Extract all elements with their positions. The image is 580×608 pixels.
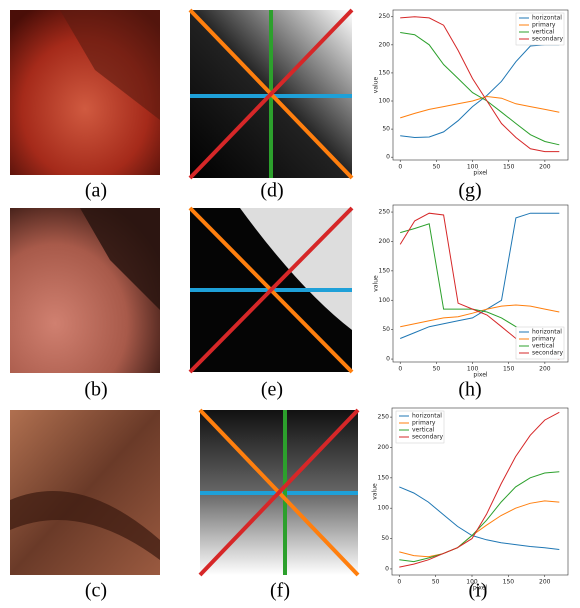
x-tick-label: 150	[503, 366, 515, 373]
panel-label: (c)	[85, 580, 107, 602]
panel-label: (a)	[85, 180, 107, 202]
legend-label: horizontal	[532, 329, 562, 336]
series-line	[399, 472, 559, 562]
series-line	[400, 33, 559, 145]
panel-label: (d)	[260, 180, 283, 202]
series-line	[399, 487, 559, 550]
x-tick-label: 50	[433, 366, 441, 373]
y-tick-label: 50	[382, 326, 390, 333]
x-tick-label: 150	[503, 164, 515, 171]
x-tick-label: 200	[539, 164, 551, 171]
panel-label: (f)	[270, 580, 290, 602]
y-tick-label: 150	[378, 474, 390, 481]
y-tick-label: 0	[386, 356, 390, 363]
series-line	[399, 501, 559, 557]
y-tick-label: 100	[378, 505, 390, 512]
legend-label: secondary	[532, 350, 564, 357]
diagram-e	[190, 208, 352, 372]
y-tick-label: 250	[379, 13, 391, 20]
y-tick-label: 100	[379, 297, 391, 304]
diagram-d	[190, 10, 352, 178]
legend-label: primary	[532, 336, 556, 343]
x-tick-label: 50	[432, 579, 440, 586]
x-tick-label: 0	[398, 366, 402, 373]
y-tick-label: 250	[379, 209, 391, 216]
y-tick-label: 200	[379, 238, 391, 245]
y-axis-label: value	[373, 76, 380, 93]
x-axis-label: pixel	[473, 372, 488, 379]
legend-label: vertical	[532, 29, 555, 36]
figure: (a) (d) (g) (b) (e) (h) (c) (f) (i) 0501…	[0, 0, 580, 608]
y-tick-label: 200	[379, 41, 391, 48]
y-tick-label: 50	[382, 126, 390, 133]
legend-label: horizontal	[532, 15, 562, 22]
panel-label: (b)	[84, 379, 107, 401]
x-tick-label: 0	[397, 579, 401, 586]
panel-label: (g)	[458, 180, 481, 202]
diagram-f	[200, 410, 358, 575]
x-axis-label: pixel	[473, 585, 488, 592]
y-tick-label: 100	[379, 98, 391, 105]
x-tick-label: 200	[539, 579, 551, 586]
legend-label: secondary	[532, 36, 564, 43]
y-tick-label: 250	[378, 414, 390, 421]
x-tick-label: 0	[398, 164, 402, 171]
x-tick-label: 50	[433, 164, 441, 171]
panel-label: (h)	[458, 379, 481, 401]
legend-label: vertical	[532, 343, 555, 350]
y-tick-label: 150	[379, 267, 391, 274]
y-axis-label: value	[372, 483, 379, 500]
photo	[10, 410, 160, 575]
y-tick-label: 0	[385, 565, 389, 572]
series-line	[400, 305, 559, 327]
y-tick-label: 150	[379, 69, 391, 76]
y-tick-label: 50	[381, 535, 389, 542]
y-axis-label: value	[373, 275, 380, 292]
legend-label: horizontal	[412, 413, 442, 420]
legend-label: vertical	[412, 427, 435, 434]
y-tick-label: 200	[378, 444, 390, 451]
legend-label: secondary	[412, 434, 444, 441]
legend-label: primary	[532, 22, 556, 29]
series-line	[400, 213, 559, 338]
series-line	[400, 45, 559, 138]
x-tick-label: 200	[539, 366, 551, 373]
legend-label: primary	[412, 420, 436, 427]
x-axis-label: pixel	[473, 170, 488, 177]
y-tick-label: 0	[386, 154, 390, 161]
panel-label: (e)	[261, 379, 283, 401]
series-line	[400, 97, 559, 118]
x-tick-label: 150	[503, 579, 515, 586]
